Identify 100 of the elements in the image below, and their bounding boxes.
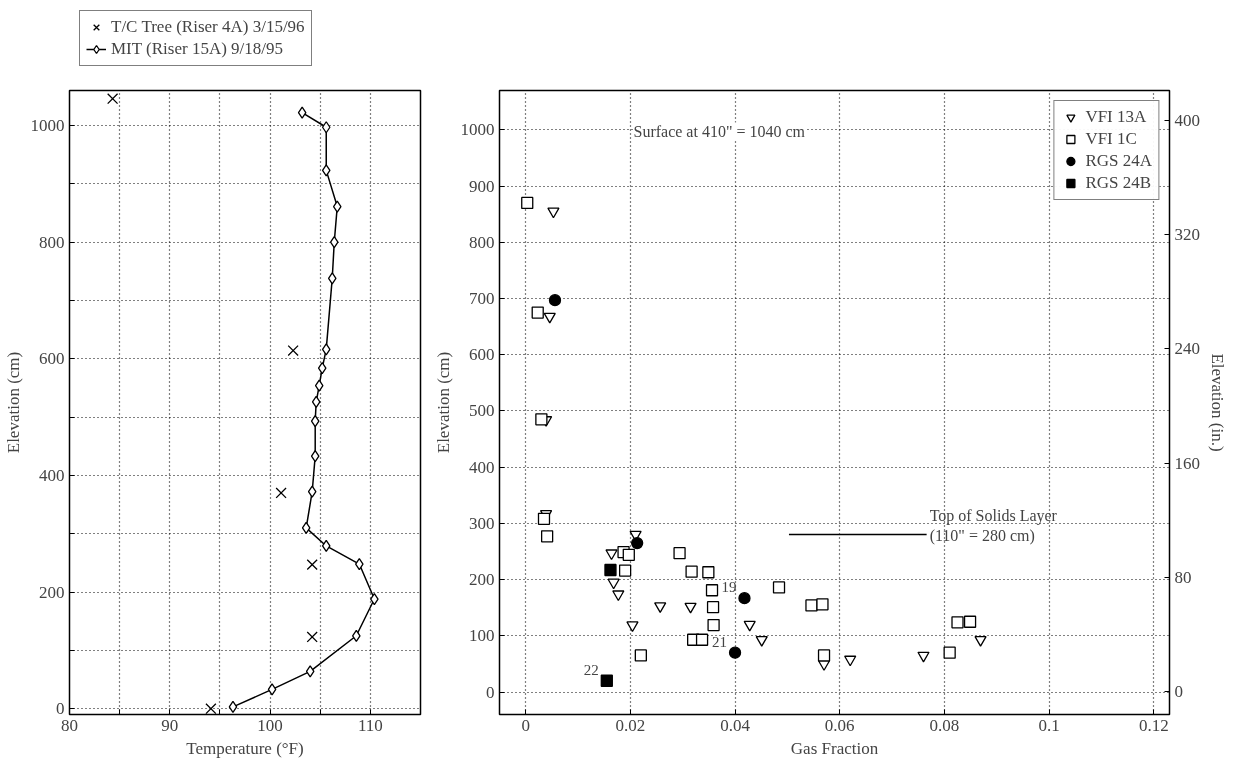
point bbox=[600, 674, 613, 687]
y-tick-label: 600 bbox=[39, 349, 65, 369]
point bbox=[306, 631, 318, 643]
y-tick-label: 1000 bbox=[460, 120, 495, 140]
point bbox=[626, 621, 639, 633]
point bbox=[321, 343, 331, 356]
point bbox=[321, 121, 331, 134]
y2-tick-label: 80 bbox=[1174, 567, 1192, 587]
y2-tick-label: 240 bbox=[1174, 339, 1200, 359]
x-tick-label: 0.08 bbox=[929, 715, 960, 735]
point bbox=[267, 683, 277, 696]
point bbox=[917, 651, 930, 663]
y-tick-label: 500 bbox=[469, 401, 495, 421]
y2-axis-title: Elevation (in.) bbox=[1208, 353, 1227, 452]
legend-label: VFI 1C bbox=[1085, 129, 1137, 149]
point bbox=[634, 649, 647, 662]
point bbox=[301, 521, 311, 535]
x-axis-title: Gas Fraction bbox=[790, 738, 879, 758]
y-tick-label: 900 bbox=[469, 176, 495, 196]
x-tick-label: 0 bbox=[521, 715, 530, 735]
point bbox=[685, 565, 698, 578]
point bbox=[329, 235, 339, 249]
x-tick-label: 90 bbox=[161, 715, 179, 735]
y-tick-label: 0 bbox=[486, 682, 495, 702]
legend-label: VFI 13A bbox=[1085, 107, 1147, 127]
point bbox=[535, 413, 548, 426]
point bbox=[306, 559, 318, 571]
x-tick-label: 0.02 bbox=[615, 715, 646, 735]
y-tick-label: 600 bbox=[469, 345, 495, 365]
legend-label: RGS 24B bbox=[1085, 173, 1152, 193]
y2-tick-label: 160 bbox=[1174, 453, 1200, 473]
y-tick-label: 1000 bbox=[30, 115, 65, 135]
annotation: 21 bbox=[712, 633, 728, 650]
x-axis-title: Temperature (°F) bbox=[186, 738, 304, 758]
y-tick-label: 200 bbox=[39, 582, 65, 602]
x-tick-label: 0.04 bbox=[720, 715, 751, 735]
x-tick-label: 100 bbox=[257, 715, 283, 735]
point bbox=[817, 649, 831, 662]
y2-tick-label: 400 bbox=[1174, 110, 1200, 130]
point bbox=[317, 361, 327, 375]
x-tick-label: 0.12 bbox=[1138, 715, 1169, 735]
y2-tick-label: 0 bbox=[1174, 682, 1183, 702]
point bbox=[974, 635, 987, 647]
y-tick-label: 800 bbox=[469, 232, 495, 252]
point bbox=[844, 655, 857, 667]
point bbox=[605, 549, 618, 561]
y2-tick-label: 320 bbox=[1174, 225, 1200, 245]
y-tick-label: 400 bbox=[39, 465, 65, 485]
point bbox=[612, 590, 625, 602]
legend-label: T/C Tree (Riser 4A) 3/15/96 bbox=[111, 17, 305, 37]
annotation: 19 bbox=[721, 579, 737, 596]
x-tick-label: 0.1 bbox=[1038, 715, 1060, 735]
point bbox=[327, 272, 337, 285]
point bbox=[275, 487, 287, 499]
point bbox=[310, 415, 320, 428]
point bbox=[228, 700, 238, 714]
point bbox=[314, 379, 324, 392]
annotation: 22 bbox=[583, 661, 599, 678]
y-tick-label: 400 bbox=[469, 457, 495, 477]
point bbox=[951, 616, 964, 629]
y-axis-title: Elevation (cm) bbox=[433, 351, 453, 454]
point bbox=[321, 539, 331, 553]
point bbox=[604, 563, 617, 577]
point bbox=[305, 665, 315, 678]
annotation: Surface at 410" = 1040 cm bbox=[633, 122, 806, 140]
point bbox=[321, 164, 331, 177]
annotation: Top of Solids Layer (110" = 280 cm) bbox=[929, 506, 1058, 546]
point bbox=[287, 345, 299, 357]
y-tick-label: 200 bbox=[469, 570, 495, 590]
point bbox=[547, 207, 560, 219]
point bbox=[654, 602, 667, 613]
x-tick-label: 0.06 bbox=[824, 715, 855, 735]
y-axis-title: Elevation (cm) bbox=[3, 351, 23, 454]
legend-label: MIT (Riser 15A) 9/18/95 bbox=[111, 39, 284, 59]
point bbox=[618, 564, 632, 577]
point bbox=[963, 615, 977, 628]
point bbox=[297, 106, 307, 119]
point bbox=[205, 703, 217, 715]
legend-label: RGS 24A bbox=[1085, 151, 1152, 171]
point bbox=[707, 618, 720, 632]
point bbox=[738, 591, 751, 605]
point bbox=[631, 536, 644, 550]
point bbox=[728, 646, 742, 659]
point bbox=[540, 530, 554, 543]
y-tick-label: 800 bbox=[39, 232, 65, 252]
point bbox=[816, 598, 829, 611]
point bbox=[521, 196, 534, 210]
point bbox=[743, 620, 756, 632]
point bbox=[310, 450, 320, 463]
point bbox=[684, 602, 697, 614]
point bbox=[695, 633, 709, 646]
x-tick-label: 110 bbox=[357, 715, 383, 735]
point bbox=[332, 200, 342, 213]
point bbox=[107, 93, 119, 105]
point bbox=[705, 584, 719, 597]
point bbox=[537, 512, 551, 526]
point bbox=[311, 395, 321, 409]
point bbox=[706, 600, 720, 614]
point bbox=[755, 635, 768, 647]
point bbox=[673, 547, 686, 560]
